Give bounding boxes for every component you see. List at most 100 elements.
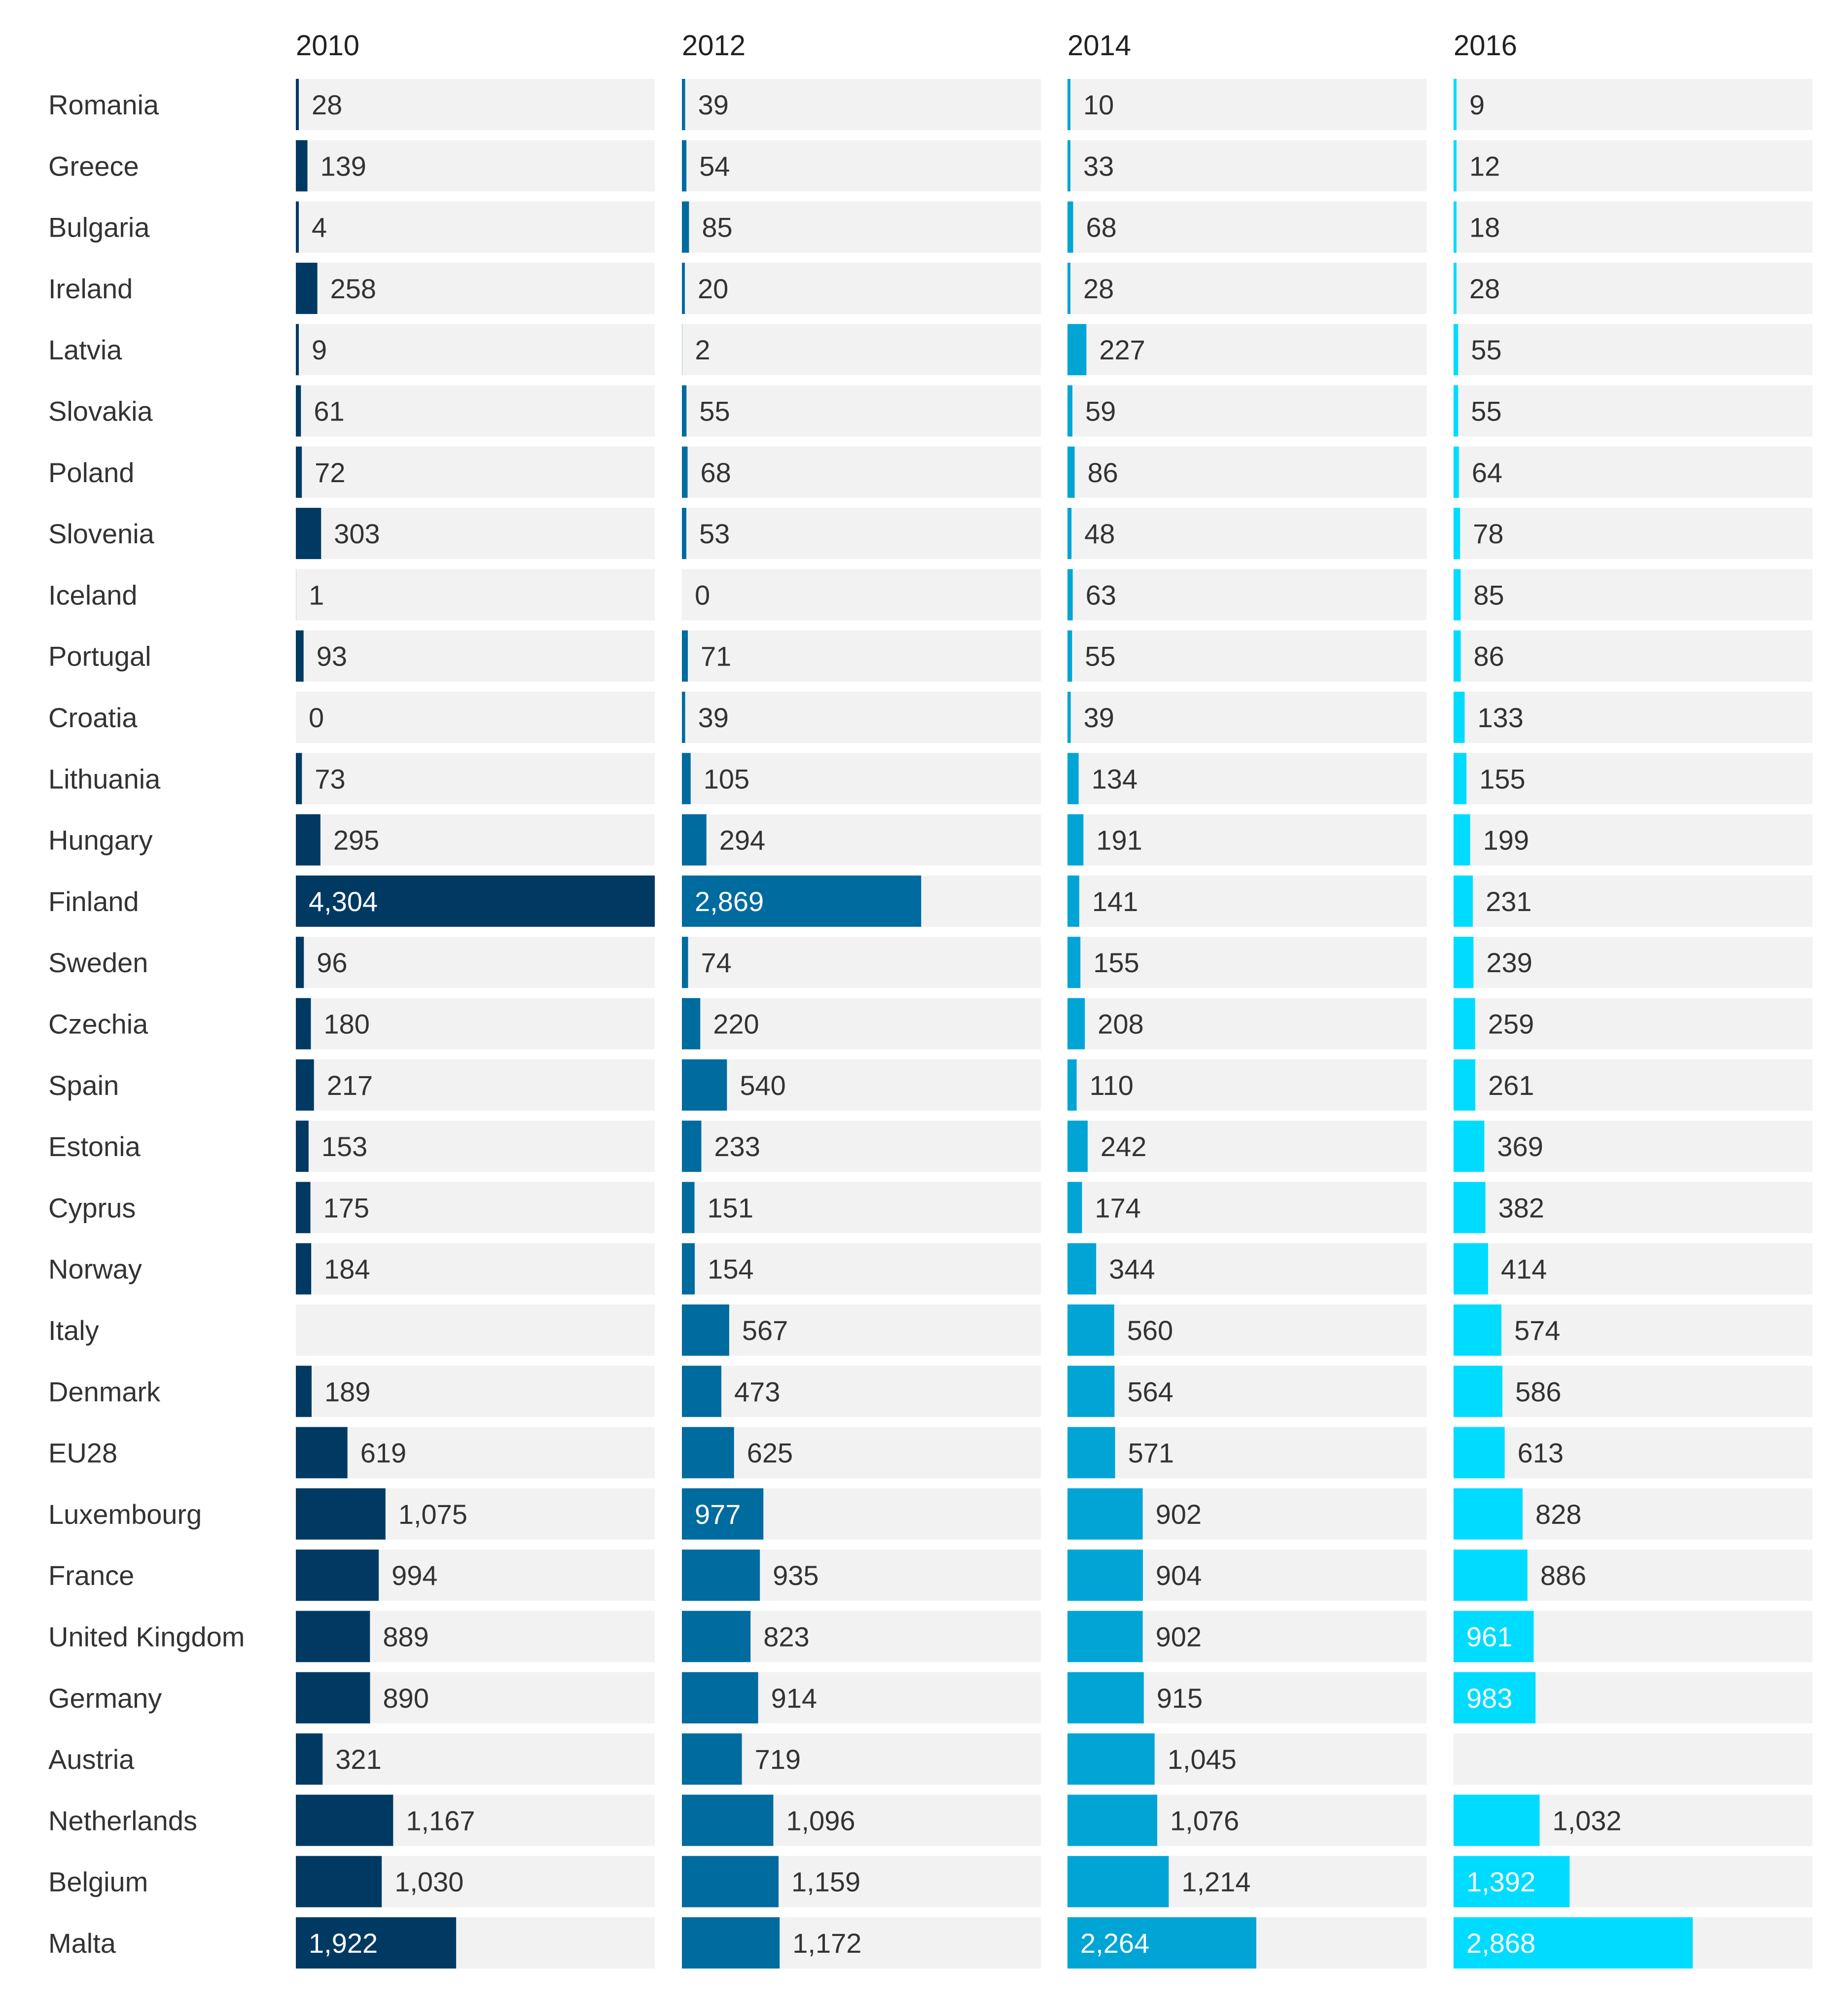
bar-2012-norway [682,1243,695,1295]
value-label-2010-eu28: 619 [360,1438,406,1469]
value-label-2016-lithuania: 155 [1479,763,1525,794]
bar-2016-france [1454,1549,1528,1601]
category-label-malta: Malta [48,1928,116,1959]
bar-2012-denmark [682,1366,722,1417]
bar-2012-france [682,1549,760,1601]
bar-track [1067,1182,1426,1233]
bar-track [1067,446,1426,498]
bar-2014-malta [1067,1917,1256,1969]
value-label-2010-spain: 217 [327,1070,373,1101]
bar-track [1067,692,1426,743]
bar-track [1067,508,1426,560]
value-label-2016-spain: 261 [1488,1070,1534,1101]
value-label-2014-finland: 141 [1092,886,1138,917]
bar-track [1067,630,1426,682]
bar-2010-romania [296,79,299,130]
bar-track [296,1304,655,1356]
bar-track [682,1182,1041,1233]
bar-2010-slovenia [296,508,321,560]
bar-2010-cyprus [296,1182,311,1233]
bar-2014-ireland [1067,262,1070,314]
bar-2014-slovakia [1067,385,1072,437]
panel-header-2014: 2014 [1067,30,1131,62]
category-label-sweden: Sweden [48,947,148,978]
value-label-2016-estonia: 369 [1497,1131,1543,1162]
bar-track [682,1059,1041,1111]
bar-track [1067,937,1426,988]
bar-2014-denmark [1067,1366,1115,1417]
value-label-2014-belgium: 1,214 [1181,1866,1250,1898]
value-label-2014-bulgaria: 68 [1086,212,1117,243]
bar-2014-belgium [1067,1856,1169,1907]
value-label-2012-italy: 567 [742,1315,788,1346]
bar-2012-luxembourg [682,1488,764,1540]
value-label-2016-romania: 9 [1469,89,1485,120]
bar-track [682,324,1041,376]
bar-track [1454,998,1812,1050]
category-label-luxembourg: Luxembourg [48,1499,202,1530]
value-label-2016-croatia: 133 [1477,702,1523,733]
value-label-2012-greece: 54 [699,150,730,181]
category-label-slovakia: Slovakia [48,396,153,427]
value-label-2016-poland: 64 [1472,457,1502,488]
bar-2012-slovenia [682,508,686,560]
bar-2014-germany [1067,1672,1144,1724]
bar-2010-finland [296,875,655,927]
bar-2014-spain [1067,1059,1077,1111]
bar-track [296,1121,655,1172]
bar-2016-hungary [1454,814,1470,866]
value-label-2012-latvia: 2 [695,334,710,365]
value-label-2010-hungary: 295 [333,825,379,856]
bar-2016-poland [1454,446,1459,498]
bar-2012-estonia [682,1121,702,1172]
bar-track [1067,140,1426,192]
bar-track [682,692,1041,743]
panel-header-2016: 2016 [1454,30,1517,62]
value-label-2012-belgium: 1,159 [791,1866,860,1898]
bar-track [296,1182,655,1233]
value-label-2014-portugal: 55 [1085,641,1115,672]
value-label-2010-portugal: 93 [317,641,347,672]
bar-2010-bulgaria [296,201,299,253]
bar-2012-spain [682,1059,727,1111]
bar-2016-romania [1454,79,1457,130]
value-label-2016-malta: 2,868 [1466,1928,1535,1959]
value-label-2012-finland: 2,869 [695,886,764,917]
bar-2014-slovenia [1067,508,1072,560]
value-label-2014-greece: 33 [1083,150,1114,181]
value-label-2016-united-kingdom: 961 [1466,1621,1512,1653]
value-label-2016-cyprus: 382 [1498,1192,1544,1223]
bar-2012-netherlands [682,1794,774,1846]
category-label-finland: Finland [48,886,139,917]
bar-2012-austria [682,1733,742,1785]
bar-2016-czechia [1454,998,1475,1050]
bar-track [1067,262,1426,314]
category-label-france: France [48,1560,134,1591]
value-label-2010-belgium: 1,030 [394,1866,463,1898]
bar-track [296,385,655,437]
bar-track [682,1121,1041,1172]
category-label-poland: Poland [48,457,134,488]
category-label-slovenia: Slovenia [48,518,155,549]
value-label-2012-slovenia: 53 [699,518,730,549]
value-label-2014-cyprus: 174 [1095,1192,1140,1223]
bar-track [1454,753,1812,805]
value-label-2016-germany: 983 [1466,1683,1512,1714]
bar-2012-portugal [682,630,688,682]
category-label-denmark: Denmark [48,1376,161,1407]
bar-2014-netherlands [1067,1794,1157,1846]
value-label-2016-slovakia: 55 [1471,396,1501,427]
bar-2010-denmark [296,1366,312,1417]
category-label-norway: Norway [48,1254,142,1285]
bar-2014-france [1067,1549,1143,1601]
bar-track [682,630,1041,682]
panel-header-2010: 2010 [296,30,359,62]
value-label-2016-ireland: 28 [1469,273,1500,304]
bar-2012-finland [682,875,922,927]
value-label-2014-czechia: 208 [1098,1009,1143,1040]
bar-track [296,324,655,376]
bar-2016-eu28 [1454,1427,1505,1478]
value-label-2014-poland: 86 [1088,457,1118,488]
bar-track [682,446,1041,498]
bar-track [682,937,1041,988]
